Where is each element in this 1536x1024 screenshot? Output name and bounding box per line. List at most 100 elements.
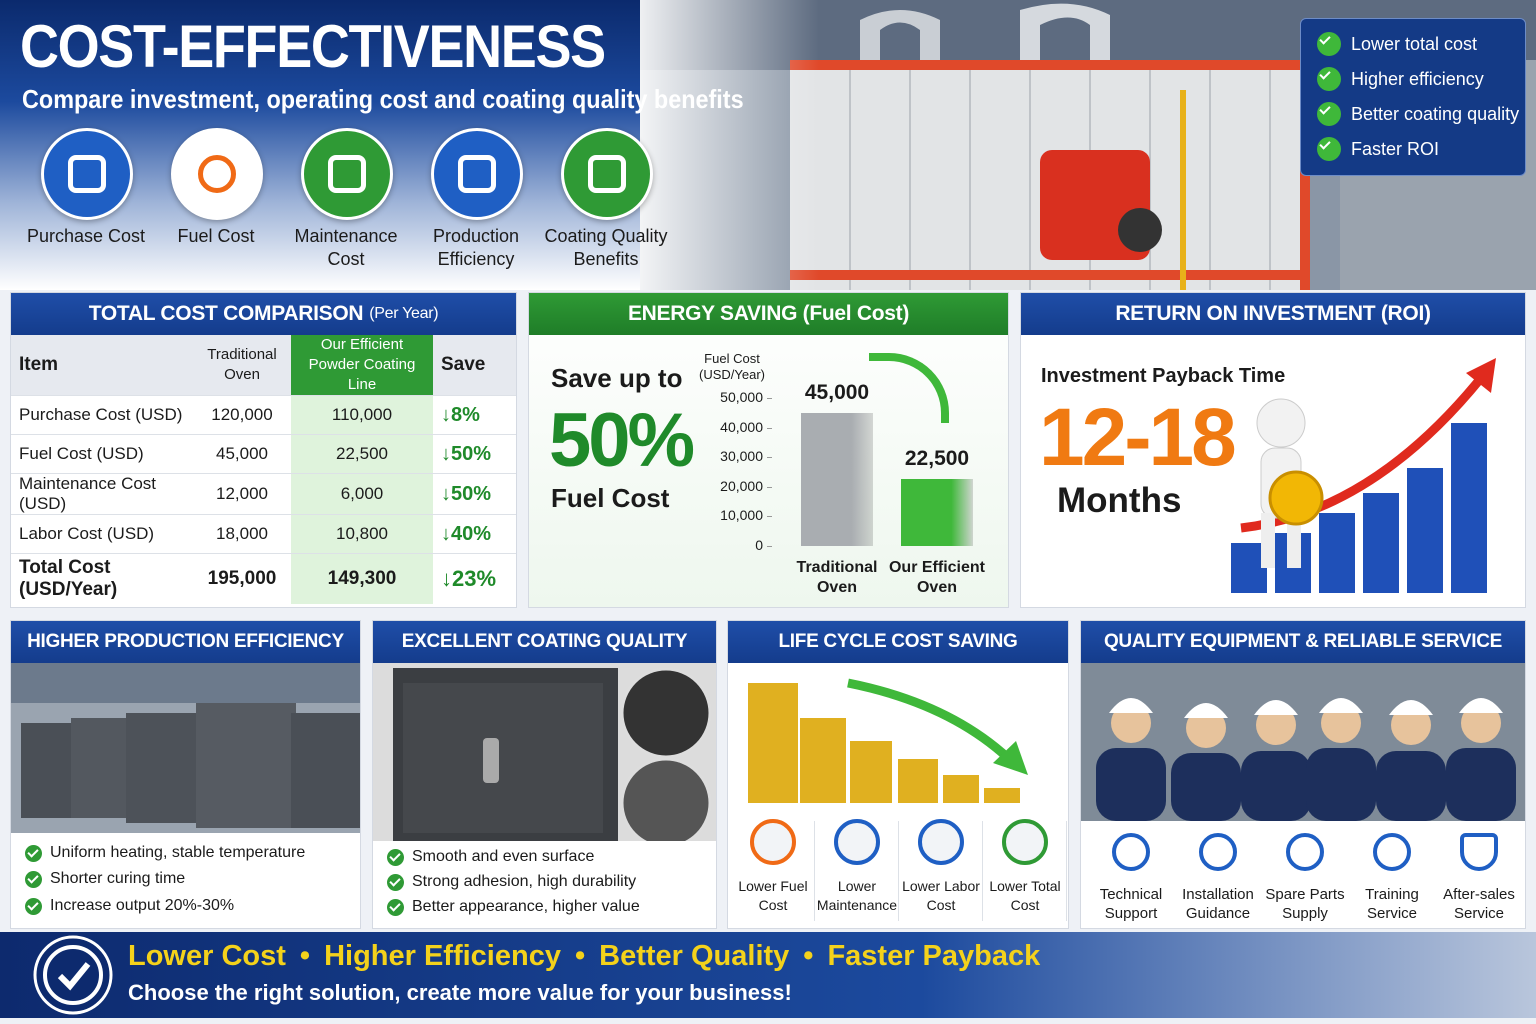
panel-header: QUALITY EQUIPMENT & RELIABLE SERVICE <box>1081 621 1525 663</box>
table-row: Maintenance Cost (USD) 12,000 6,000 ↓50% <box>11 473 516 515</box>
check-icon <box>387 848 404 866</box>
slogans: Lower Cost • Higher Efficiency • Better Qual… <box>128 940 1040 973</box>
table-cell: Fuel Cost (USD) <box>11 434 193 474</box>
energy-lead: Save up to <box>551 363 683 393</box>
table-cell: 110,000 <box>291 395 433 435</box>
y-tick-mark <box>767 546 772 547</box>
icon-circle <box>41 128 133 220</box>
check-icon <box>387 898 404 916</box>
panel-header: ENERGY SAVING (Fuel Cost) <box>529 293 1008 335</box>
cost-table: Item Traditional Oven Our Efficient Powder… <box>11 335 516 604</box>
icon-glyph <box>68 155 106 193</box>
y-axis-label: Fuel Cost (USD/Year) <box>699 351 765 382</box>
slogan: Higher Efficiency <box>324 940 561 972</box>
x-tick-label: Our Efficient Oven <box>888 559 985 596</box>
table-row: Fuel Cost (USD) 45,000 22,500 ↓50% <box>11 434 516 474</box>
item-divider <box>898 821 899 921</box>
y-tick-mark <box>767 398 772 399</box>
item-icon <box>750 819 796 865</box>
highlight-item: Higher efficiency <box>1317 67 1484 91</box>
table-cell: ↓40% <box>433 514 516 554</box>
ovens-image <box>11 663 360 833</box>
icon-glyph <box>328 155 366 193</box>
table-cell: 149,300 <box>291 553 433 604</box>
separator-dot: • <box>299 940 311 972</box>
table-cell: 22,500 <box>291 434 433 474</box>
bullet-text: Shorter curing time <box>50 870 186 887</box>
table-cell: ↓8% <box>433 395 516 435</box>
x-tick-label: Traditional Oven <box>796 559 878 596</box>
panel-header: HIGHER PRODUCTION EFFICIENCY <box>11 621 360 663</box>
icon-label: Purchase Cost <box>26 226 146 246</box>
service-label: After-sales Service <box>1443 886 1515 922</box>
y-tick-mark <box>767 486 772 488</box>
bar-value-label: 45,000 <box>804 380 870 404</box>
y-tick-label: 10,000 <box>720 507 763 524</box>
y-tick-mark <box>767 457 772 459</box>
energy-label: Fuel Cost <box>551 483 670 513</box>
table-cell: ↓23% <box>441 566 497 591</box>
highlight-item: Lower total cost <box>1317 32 1477 56</box>
bullet-text: Increase output 20%-30% <box>50 897 235 914</box>
table-cell: 120,000 <box>193 395 291 435</box>
coating-panel: EXCELLENT COATING QUALITY Smooth and eve… <box>372 620 717 929</box>
column-header: Item <box>11 335 193 396</box>
table-cell: Labor Cost (USD) <box>11 514 193 554</box>
icon-label: Coating Quality Benefits <box>544 226 668 269</box>
panel-header: RETURN ON INVESTMENT (ROI) <box>1021 293 1525 335</box>
panel-title: TOTAL COST COMPARISON <box>88 302 364 325</box>
table-row: Total Cost (USD/Year) 195,000 149,300 ↓23% <box>11 553 516 604</box>
highlight-item: Better coating quality <box>1317 102 1519 126</box>
bullet-item: Shorter curing time <box>25 870 185 888</box>
footer: Lower Cost • Higher Efficiency • Better Qual… <box>0 932 1536 1018</box>
roi-panel: RETURN ON INVESTMENT (ROI) Investment Pa… <box>1020 292 1526 608</box>
roi-unit: Months <box>1057 481 1182 520</box>
table-row: Purchase Cost (USD) 120,000 110,000 ↓8% <box>11 395 516 435</box>
highlight-item: Faster ROI <box>1317 137 1439 161</box>
highlight-text: Lower total cost <box>1351 33 1478 54</box>
service-panel: QUALITY EQUIPMENT & RELIABLE SERVICE Tec… <box>1080 620 1526 929</box>
bar <box>901 479 973 546</box>
y-tick-label: 0 <box>755 537 763 553</box>
check-icon <box>25 870 42 888</box>
icon-glyph <box>198 155 236 193</box>
table-cell: 12,000 <box>193 473 291 515</box>
y-tick-label: 50,000 <box>720 389 763 405</box>
separator-dot: • <box>803 940 814 972</box>
lifecycle-panel: LIFE CYCLE COST SAVING Lower Fuel Cost Lo… <box>727 620 1069 929</box>
bullet-text: Uniform heating, stable temperature <box>50 844 306 861</box>
check-icon <box>1317 67 1341 91</box>
check-icon <box>25 897 42 915</box>
item-label: Lower Maintenance <box>816 878 898 913</box>
bullet-item: Smooth and even surface <box>387 848 594 866</box>
y-tick-label: 30,000 <box>720 448 763 465</box>
item-icon <box>1002 819 1048 865</box>
table-cell: 10,800 <box>291 514 433 554</box>
table-cell: Total Cost (USD/Year) <box>19 557 118 600</box>
highlight-text: Faster ROI <box>1351 138 1440 159</box>
item-icon <box>834 819 880 865</box>
bar-value-label: 22,500 <box>904 447 970 471</box>
item-icon <box>918 819 964 865</box>
check-icon <box>1317 102 1341 126</box>
bullet-text: Smooth and even surface <box>412 848 595 865</box>
slogan: Lower Cost <box>128 940 286 972</box>
item-divider <box>982 821 983 921</box>
icon-glyph <box>458 155 496 193</box>
item-label: Lower Fuel Cost <box>738 878 808 913</box>
bullet-item: Better appearance, higher value <box>387 898 640 916</box>
icon-label: Production Efficiency <box>432 226 520 269</box>
service-icon <box>1199 833 1237 871</box>
slogan: Better Quality <box>599 940 790 972</box>
tagline: Choose the right solution, create more v… <box>128 980 792 1005</box>
bullet-item: Uniform heating, stable temperature <box>25 844 305 862</box>
bullet-text: Strong adhesion, high durability <box>412 873 637 890</box>
energy-percent: 50% <box>549 398 695 483</box>
column-header: Save <box>433 335 516 396</box>
icon-circle <box>561 128 653 220</box>
y-tick-mark <box>767 516 772 518</box>
bar <box>801 412 873 546</box>
item-divider <box>814 821 815 921</box>
bullet-item: Strong adhesion, high durability <box>387 873 636 891</box>
